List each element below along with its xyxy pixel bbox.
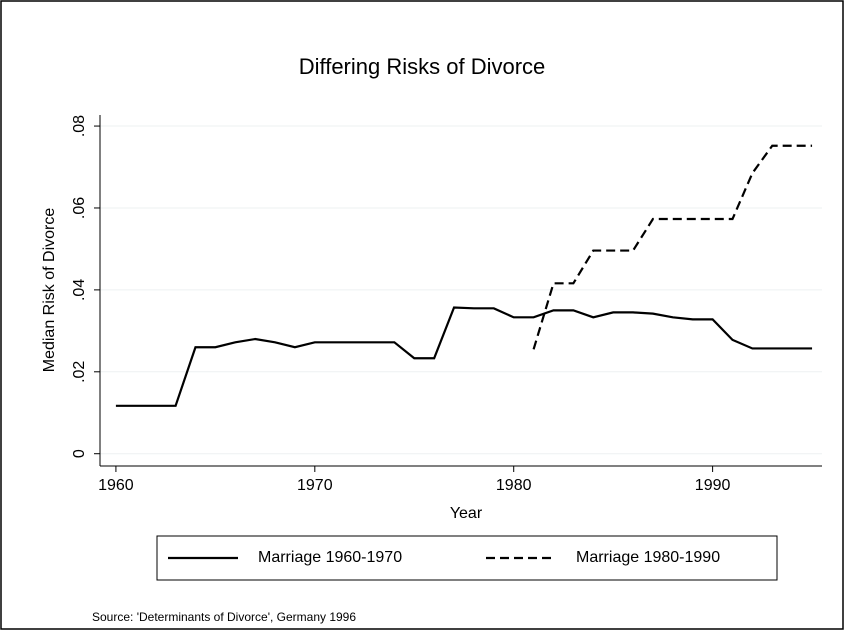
- x-axis-label: Year: [450, 505, 483, 522]
- legend-label: Marriage 1980-1990: [576, 549, 720, 566]
- x-tick-label: 1960: [98, 477, 134, 494]
- legend-label: Marriage 1960-1970: [258, 549, 402, 566]
- x-tick-label: 1990: [695, 477, 731, 494]
- series-line: [115, 306, 813, 407]
- y-tick-label: .06: [71, 197, 88, 219]
- x-tick-label: 1970: [297, 477, 333, 494]
- source-note: Source: 'Determinants of Divorce', Germa…: [92, 610, 356, 624]
- y-axis-label: Median Risk of Divorce: [41, 208, 58, 373]
- y-tick-label: .04: [71, 279, 88, 301]
- y-tick-label: 0: [71, 449, 88, 458]
- y-tick-label: .08: [71, 115, 88, 137]
- legend-box: [156, 535, 778, 581]
- chart-title: Differing Risks of Divorce: [299, 54, 546, 79]
- x-tick-label: 1980: [496, 477, 532, 494]
- y-tick-label: .02: [71, 361, 88, 383]
- series-line: [532, 144, 813, 350]
